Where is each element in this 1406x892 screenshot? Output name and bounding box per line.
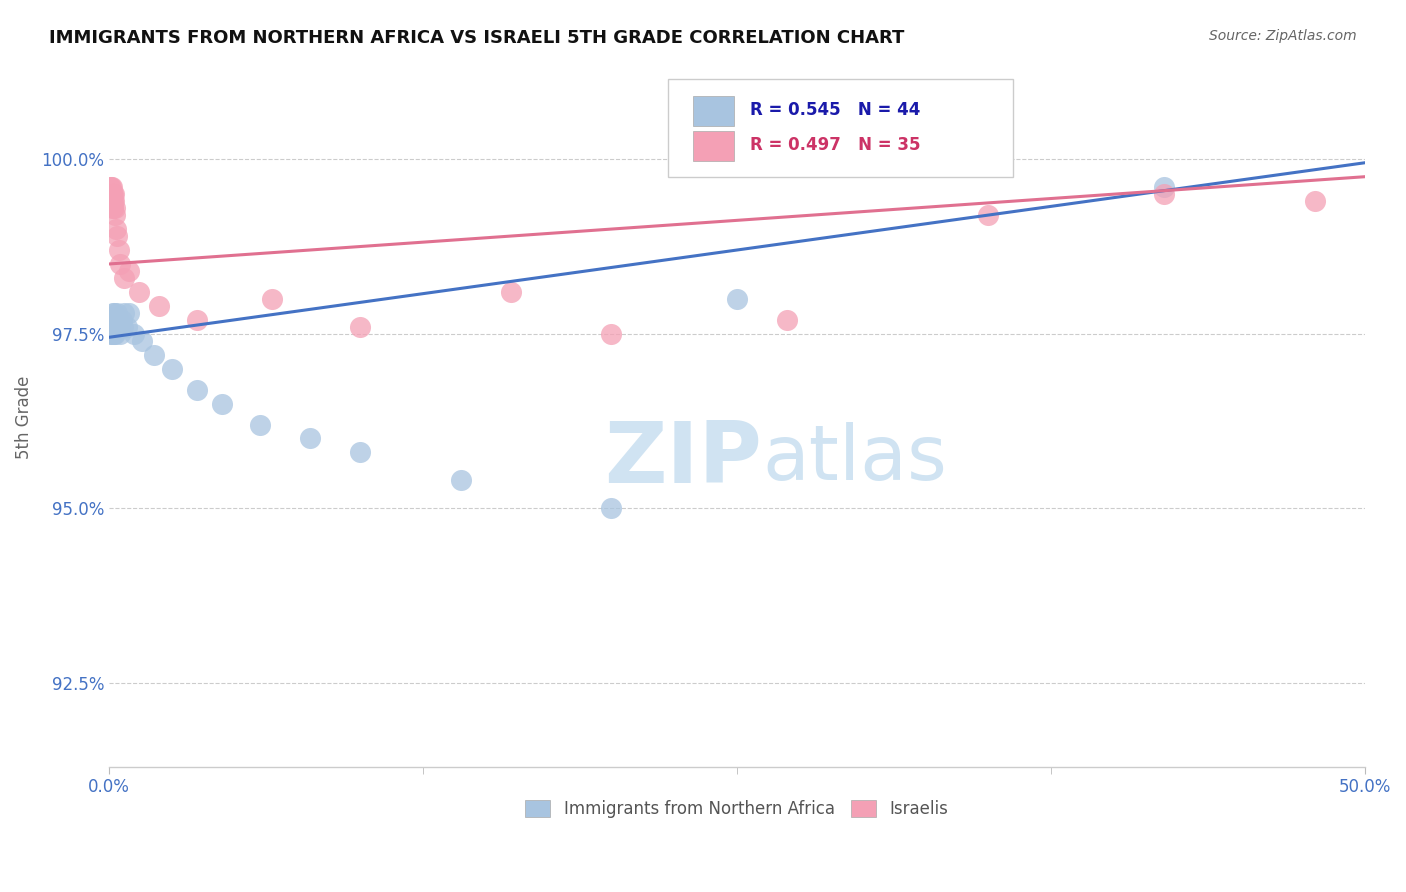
Text: atlas: atlas (762, 423, 948, 497)
Point (100, 180, 122, 194)
Y-axis label: 5th Grade: 5th Grade (15, 376, 32, 459)
Point (186, 383, 208, 397)
Point (101, 306, 124, 320)
Point (107, 319, 129, 334)
Point (100, 313, 122, 327)
Point (450, 474, 472, 488)
Point (104, 208, 127, 222)
Point (110, 257, 132, 271)
Point (977, 208, 1000, 222)
Bar (693, 130, 734, 161)
Point (103, 319, 125, 334)
Point (1153, 187, 1175, 202)
Point (128, 285, 150, 299)
Point (108, 319, 131, 334)
Point (100, 194, 122, 209)
Point (299, 432, 322, 446)
Point (104, 313, 127, 327)
Point (105, 222, 128, 236)
Point (100, 326, 122, 341)
Point (104, 319, 127, 334)
Point (600, 501, 623, 516)
Text: Source: ZipAtlas.com: Source: ZipAtlas.com (1209, 29, 1357, 43)
Point (103, 326, 125, 341)
Point (725, 292, 748, 306)
Point (349, 319, 371, 334)
Point (107, 243, 129, 257)
Point (1303, 194, 1326, 209)
Point (101, 326, 124, 341)
Point (600, 326, 623, 341)
Point (105, 306, 128, 320)
Point (103, 194, 125, 209)
Point (98, 187, 121, 202)
Point (110, 326, 132, 341)
Point (148, 299, 170, 313)
Point (143, 348, 166, 362)
FancyBboxPatch shape (668, 79, 1014, 177)
Point (100, 194, 122, 209)
Point (107, 313, 129, 327)
Point (100, 180, 122, 194)
Point (131, 334, 153, 348)
Point (103, 319, 125, 334)
Point (776, 313, 799, 327)
Point (499, 285, 522, 299)
Point (104, 326, 127, 341)
Point (101, 187, 124, 202)
Point (103, 313, 125, 327)
Point (101, 326, 124, 341)
Point (103, 319, 125, 334)
Point (100, 187, 122, 202)
Point (111, 313, 134, 327)
Point (160, 361, 183, 376)
Point (262, 292, 284, 306)
Point (104, 201, 127, 215)
Point (104, 313, 127, 327)
Point (108, 313, 131, 327)
Point (100, 319, 122, 334)
Point (111, 319, 134, 334)
Point (103, 306, 125, 320)
Point (101, 194, 124, 209)
Point (100, 187, 122, 202)
Point (211, 396, 233, 410)
Legend: Immigrants from Northern Africa, Israelis: Immigrants from Northern Africa, Israeli… (519, 793, 955, 824)
Text: R = 0.497   N = 35: R = 0.497 N = 35 (749, 136, 920, 154)
Point (186, 313, 208, 327)
Point (103, 201, 125, 215)
Bar (693, 95, 734, 127)
Point (103, 194, 125, 209)
Point (112, 306, 135, 320)
Point (101, 319, 124, 334)
Text: R = 0.545   N = 44: R = 0.545 N = 44 (749, 102, 920, 120)
Point (100, 319, 122, 334)
Point (124, 326, 146, 341)
Point (101, 180, 124, 194)
Point (249, 417, 271, 432)
Point (105, 229, 128, 244)
Point (115, 319, 138, 334)
Text: IMMIGRANTS FROM NORTHERN AFRICA VS ISRAELI 5TH GRADE CORRELATION CHART: IMMIGRANTS FROM NORTHERN AFRICA VS ISRAE… (49, 29, 904, 46)
Point (103, 187, 125, 202)
Point (105, 319, 128, 334)
Point (1153, 180, 1175, 194)
Point (349, 445, 371, 459)
Point (118, 264, 141, 278)
Point (101, 313, 124, 327)
Point (101, 187, 124, 202)
Point (118, 306, 141, 320)
Point (101, 201, 124, 215)
Point (112, 271, 135, 285)
Text: ZIP: ZIP (605, 418, 762, 501)
